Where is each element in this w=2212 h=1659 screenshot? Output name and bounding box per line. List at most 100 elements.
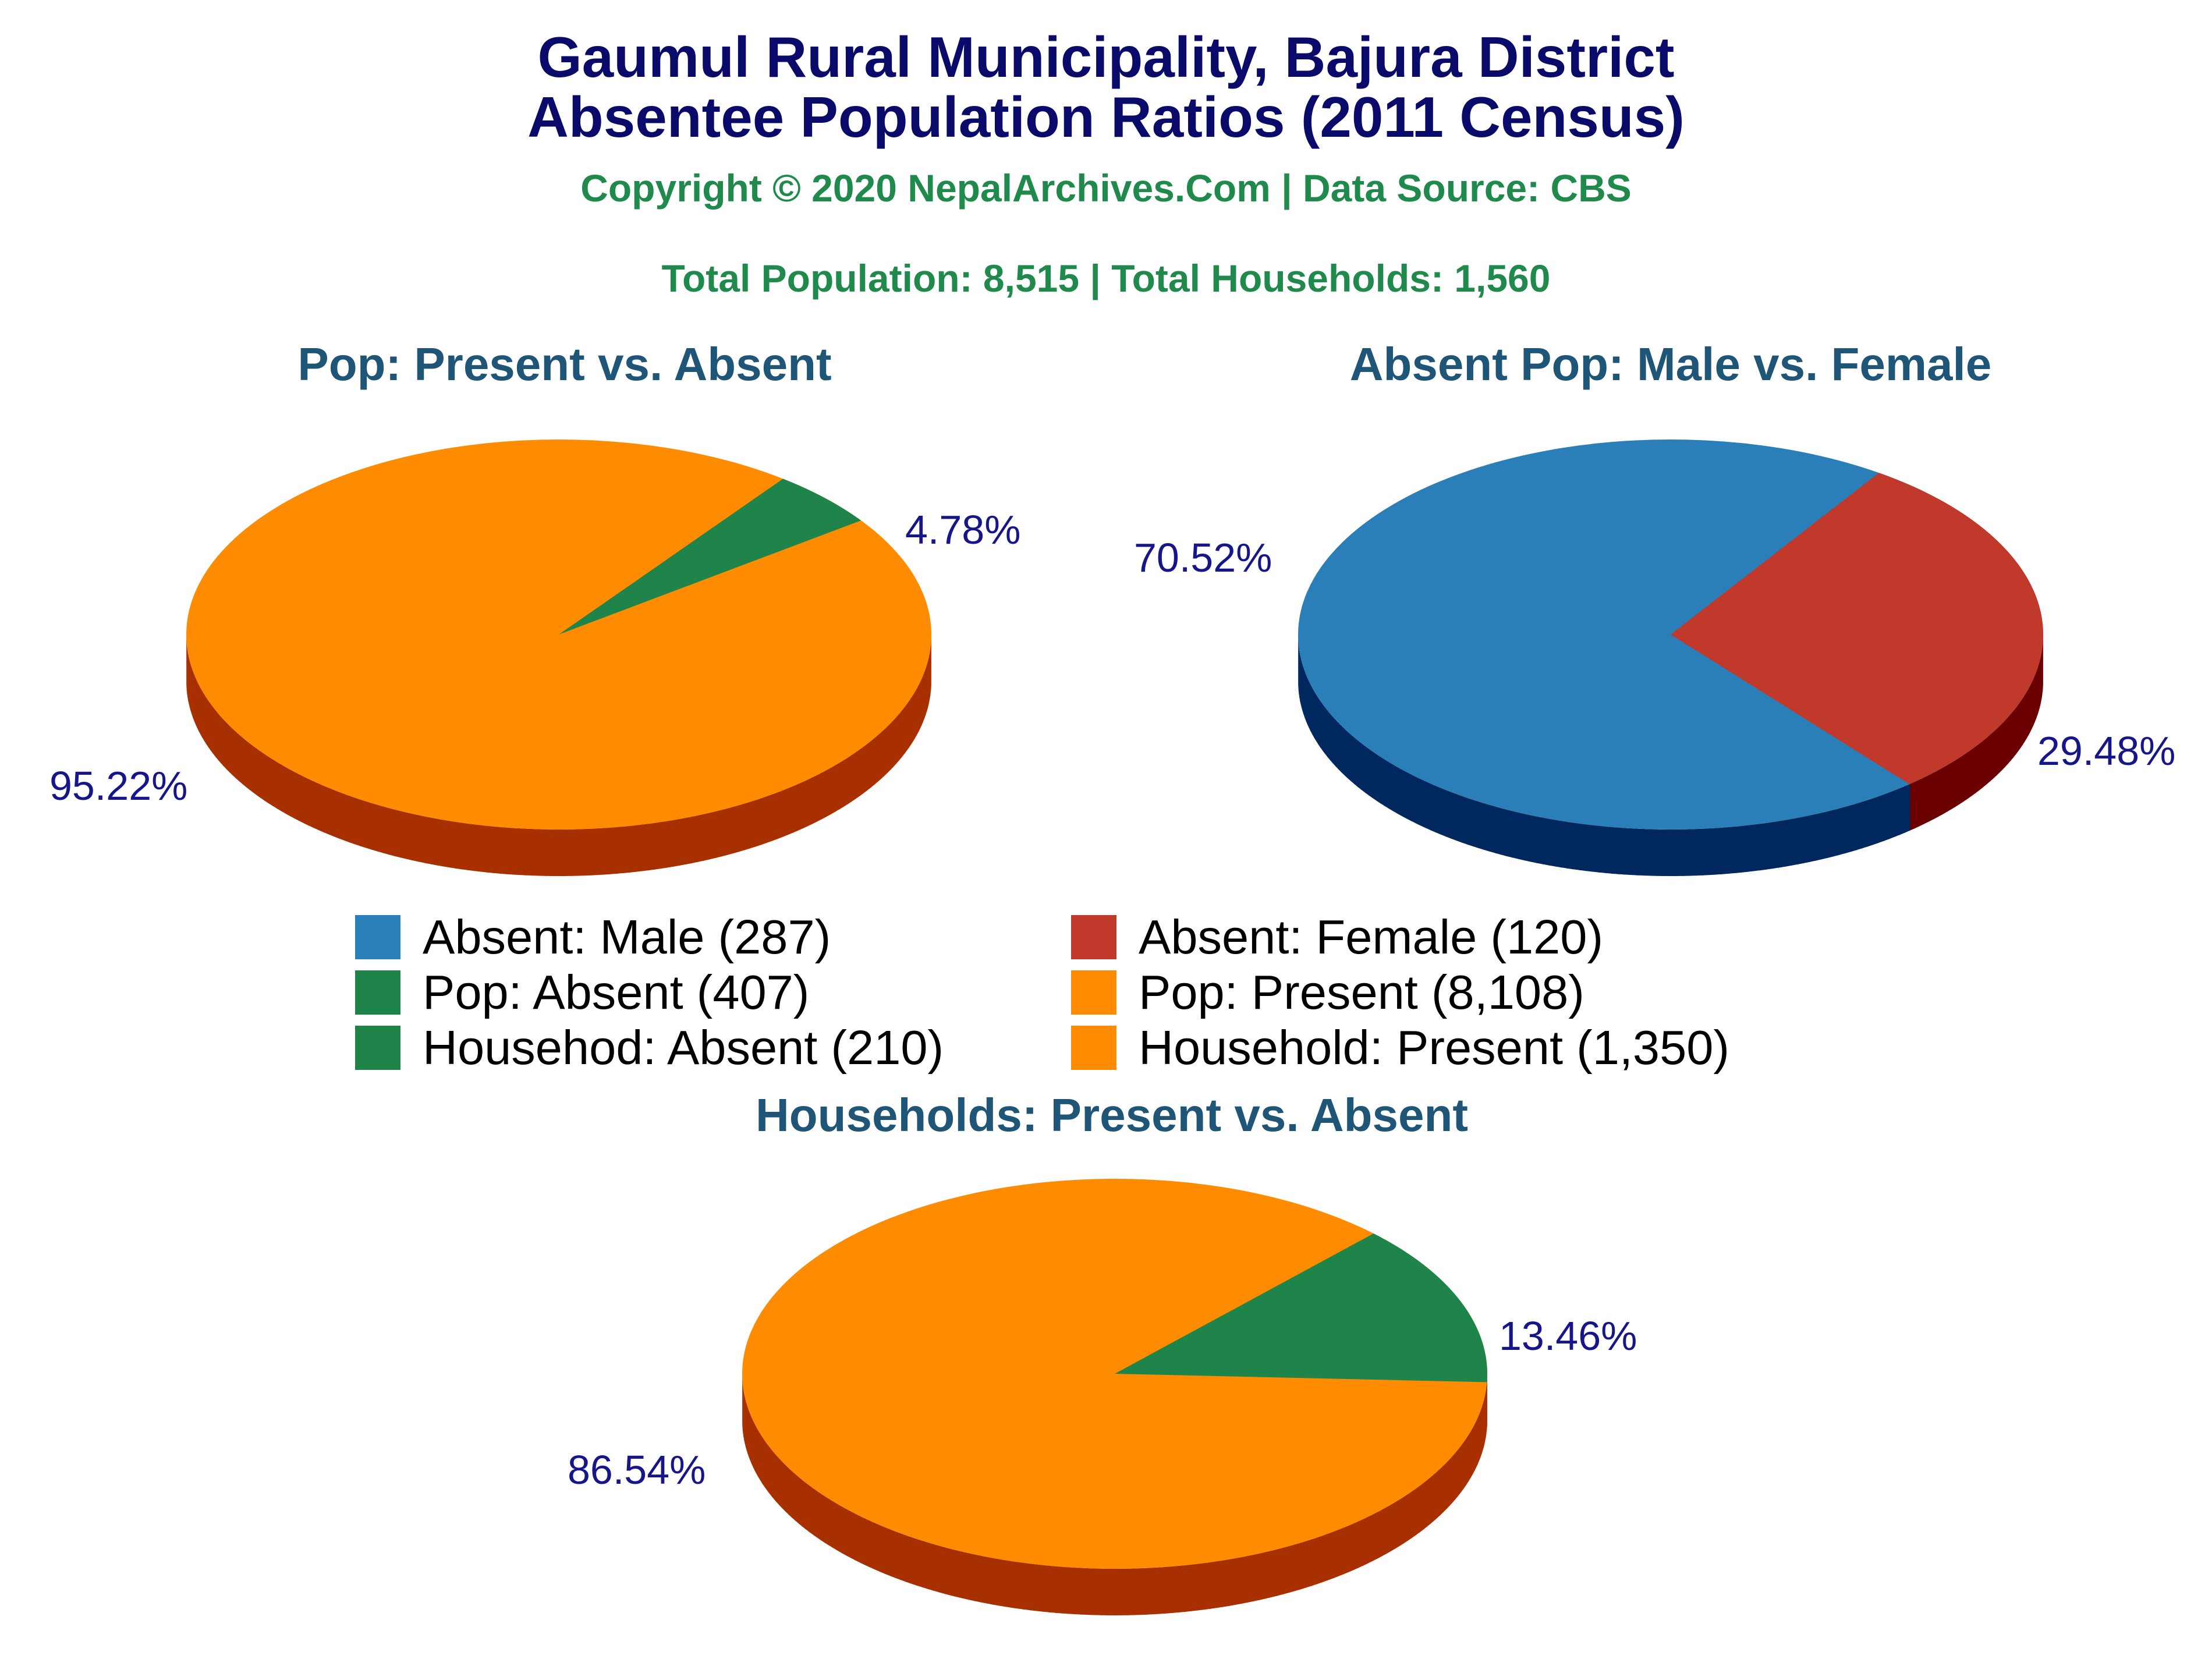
legend-item-absent-male: Absent: Male (287) (355, 910, 831, 964)
pie-side-wall (1861, 800, 1869, 849)
pie-side-wall (448, 821, 456, 869)
pie-side-wall (747, 1407, 749, 1458)
pie-side-wall (609, 827, 618, 874)
pie-side-wall (1330, 713, 1333, 764)
legend-swatch (355, 970, 400, 1015)
pie3-households (742, 1179, 1487, 1615)
pie-side-wall (855, 749, 860, 799)
pie-side-wall (188, 654, 189, 705)
legend-swatch (355, 1026, 400, 1070)
pie-side-wall (835, 762, 841, 813)
pie-side-wall (1483, 803, 1490, 852)
pie-side-wall (1347, 731, 1352, 782)
pie-side-wall (2034, 671, 2037, 722)
pie-side-wall (1277, 1547, 1284, 1596)
pie-side-wall (1695, 828, 1703, 876)
pie-side-wall (634, 824, 643, 872)
pie-side-wall (1466, 797, 1473, 847)
pie-side-wall (924, 668, 926, 719)
pie-side-wall (1604, 826, 1612, 874)
pie-side-wall (1650, 829, 1658, 876)
pie-side-wall (1312, 687, 1314, 738)
pie-side-wall (782, 788, 789, 838)
pie-side-wall (1158, 1566, 1167, 1614)
pie-side-wall (962, 1551, 969, 1600)
pie-side-wall (1437, 1468, 1441, 1519)
pie-side-wall (1391, 1501, 1396, 1552)
pie-side-wall (802, 779, 809, 829)
pie1-title: Pop: Present vs. Absent (297, 338, 832, 390)
pie-side-wall (967, 1552, 976, 1601)
pie-side-wall (1318, 697, 1321, 748)
legend-item-household-absent: Househod: Absent (210) (355, 1020, 944, 1075)
pie-side-wall (1411, 1488, 1416, 1539)
pie-side-wall (200, 687, 203, 738)
pie-side-wall (268, 756, 274, 807)
pie-side-wall (2015, 704, 2019, 755)
pie-side-wall (2041, 648, 2043, 699)
pie-side-wall (2020, 698, 2023, 749)
pie-side-wall (1282, 1545, 1290, 1595)
pie-side-wall (1486, 1384, 1487, 1435)
pie-side-wall (2030, 682, 2032, 732)
pie-side-wall (323, 785, 329, 835)
pie-side-wall (1472, 1424, 1475, 1475)
pie-side-wall (1301, 661, 1303, 712)
pie-side-wall (1923, 774, 1930, 824)
pie-side-wall (394, 809, 402, 858)
pie-slice-pop-absent (559, 478, 862, 634)
pie-side-wall (703, 813, 711, 861)
pie-side-wall (746, 1403, 748, 1455)
pie-side-wall (1029, 1564, 1037, 1611)
pie-side-wall (938, 1545, 946, 1594)
pie-side-wall (1338, 722, 1342, 773)
pie-side-wall (2010, 710, 2014, 761)
pie-side-wall (914, 688, 917, 739)
pie-side-wall (1119, 1568, 1128, 1615)
pie-side-wall (299, 774, 305, 824)
pie-side-wall (1004, 1560, 1012, 1608)
pie-side-wall (1348, 1523, 1355, 1573)
pie-side-wall (1656, 829, 1664, 876)
pie-side-wall (1821, 811, 1828, 860)
pie-side-wall (1222, 1559, 1230, 1607)
pie-side-wall (841, 1506, 847, 1556)
legend-swatch (1071, 1026, 1116, 1070)
pie-side-wall (1171, 1565, 1180, 1614)
pie-side-wall (921, 1540, 928, 1590)
pie-side-wall (1304, 671, 1306, 722)
pie-side-wall (666, 820, 674, 868)
pie-side-wall (1611, 827, 1619, 874)
pie-side-wall (1197, 1563, 1205, 1611)
pie-side-wall (950, 1548, 958, 1597)
pie-side-wall (355, 797, 361, 847)
pie-side-wall (276, 761, 282, 812)
pie-side-wall (930, 644, 931, 696)
pie-side-wall (1682, 829, 1690, 876)
pie-side-wall (1133, 1568, 1141, 1615)
pie-side-wall (486, 825, 494, 873)
pie-side-wall (1087, 1568, 1096, 1615)
pie-side-wall (797, 781, 803, 831)
pie-side-wall (1512, 811, 1519, 860)
pie-side-wall (1080, 1568, 1089, 1615)
pie-side-wall (1542, 817, 1550, 866)
pie-side-wall (1942, 765, 1948, 815)
pie-side-wall (805, 1482, 810, 1533)
pie-side-wall (1888, 790, 1895, 839)
legend-item-pop-present: Pop: Present (8,108) (1071, 965, 1584, 1019)
pie-side-wall (732, 804, 740, 854)
pie-side-wall (1165, 1566, 1174, 1614)
pie-side-wall (197, 680, 199, 732)
pie-side-wall (1358, 1518, 1364, 1568)
pie-side-wall (1425, 781, 1431, 831)
pie-side-wall (1963, 751, 1969, 802)
pie-side-wall (1445, 789, 1452, 839)
pie-side-wall (1420, 779, 1427, 828)
pie-side-wall (1316, 694, 1318, 745)
pie-side-wall (811, 774, 818, 824)
pie-side-wall (855, 1513, 861, 1564)
pie-side-wall (749, 1410, 750, 1461)
pie-side-wall (1419, 1483, 1424, 1533)
pie-side-wall (895, 1531, 901, 1580)
